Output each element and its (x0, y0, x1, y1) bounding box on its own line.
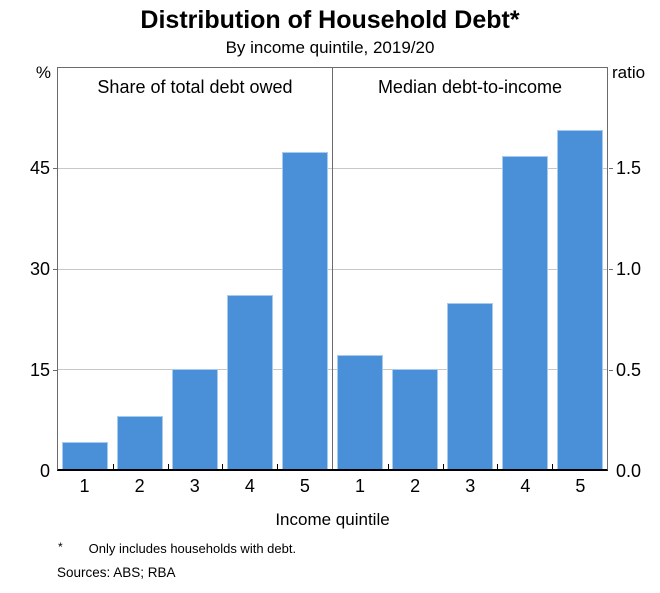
y-axis-right-tick-labels: 1.5 1.0 0.5 0.0 (608, 67, 660, 481)
panel-share-of-total-debt: Share of total debt owed (58, 68, 332, 469)
plot-area: Share of total debt owed Median debt-to-… (57, 67, 608, 471)
x-axis-tick-mark (222, 464, 224, 469)
bar-quintile-2 (117, 415, 164, 469)
bar-quintile-2 (392, 368, 439, 469)
x-tick-label: 1 (355, 476, 366, 496)
x-axis-tick-labels: 1 2 3 4 5 1 2 3 4 5 (57, 474, 608, 498)
panel-title-right: Median debt-to-income (377, 77, 563, 97)
panels-container: Share of total debt owed Median debt-to-… (58, 68, 607, 469)
x-tick-label: 4 (244, 476, 255, 496)
bars-left-panel (58, 68, 332, 469)
bar-quintile-5 (281, 151, 328, 469)
y-axis-tick-mark (53, 168, 57, 169)
bar-quintile-3 (171, 368, 218, 469)
y-axis-tick-mark (53, 370, 57, 371)
y-tick-label: 45 (29, 158, 50, 178)
x-tick-labels-right-panel: 1 2 3 4 5 (333, 474, 609, 498)
left-axis-unit-label: % (35, 63, 51, 82)
bar-quintile-1 (62, 442, 109, 469)
bar-quintile-4 (501, 156, 548, 469)
y-tick-label: 0 (39, 461, 50, 481)
bars-right-panel (333, 68, 607, 469)
x-axis-tick-mark (277, 464, 279, 469)
bar-slot (333, 68, 388, 469)
footnote: * Only includes households with debt. (58, 540, 297, 557)
bar-slot (497, 68, 552, 469)
bar-slot (113, 68, 168, 469)
footnote-marker: * (58, 540, 63, 554)
chart-subtitle: By income quintile, 2019/20 (225, 38, 435, 57)
chart-title: Distribution of Household Debt* (140, 6, 520, 34)
y-tick-label: 1.0 (616, 259, 642, 279)
x-axis-tick-mark (387, 464, 389, 469)
y-tick-label: 0.0 (616, 461, 642, 481)
bar-quintile-1 (337, 354, 384, 469)
x-axis-tick-mark (167, 464, 169, 469)
bar-slot (277, 68, 332, 469)
panel-median-debt-to-income: Median debt-to-income (332, 68, 607, 469)
y-axis-tick-mark (53, 269, 57, 270)
y-tick-label: 1.5 (616, 158, 642, 178)
bar-slot (443, 68, 498, 469)
panel-title-left: Share of total debt owed (97, 77, 293, 97)
x-tick-label: 3 (189, 476, 200, 496)
y-axis-left-tick-labels: 45 30 15 0 (0, 67, 57, 481)
bar-slot (168, 68, 223, 469)
bar-quintile-4 (226, 295, 273, 469)
bar-quintile-5 (556, 130, 603, 469)
y-axis-tick-mark (609, 370, 613, 371)
bar-slot (552, 68, 607, 469)
x-tick-label: 3 (465, 476, 476, 496)
x-tick-label: 4 (520, 476, 531, 496)
y-axis-tick-mark (609, 269, 613, 270)
bar-slot (388, 68, 443, 469)
y-tick-label: 0.5 (616, 360, 642, 380)
right-axis-unit-label: ratio (612, 63, 646, 82)
x-tick-label: 5 (575, 476, 586, 496)
x-axis-tick-mark (497, 464, 499, 469)
x-axis-title: Income quintile (275, 510, 390, 529)
x-tick-label: 1 (79, 476, 90, 496)
x-tick-label: 2 (134, 476, 145, 496)
sources-line: Sources: ABS; RBA (57, 565, 176, 580)
x-tick-label: 2 (410, 476, 421, 496)
x-axis-tick-mark (112, 464, 114, 469)
bar-slot (58, 68, 113, 469)
bar-slot (222, 68, 277, 469)
footnote-text: Only includes households with debt. (88, 541, 297, 556)
x-axis-tick-mark (442, 464, 444, 469)
bar-quintile-3 (446, 302, 493, 469)
y-axis-tick-mark (609, 168, 613, 169)
x-tick-label: 5 (299, 476, 310, 496)
y-tick-label: 30 (29, 259, 50, 279)
y-tick-label: 15 (29, 360, 50, 380)
x-tick-labels-left-panel: 1 2 3 4 5 (57, 474, 333, 498)
x-axis-tick-mark (552, 464, 554, 469)
